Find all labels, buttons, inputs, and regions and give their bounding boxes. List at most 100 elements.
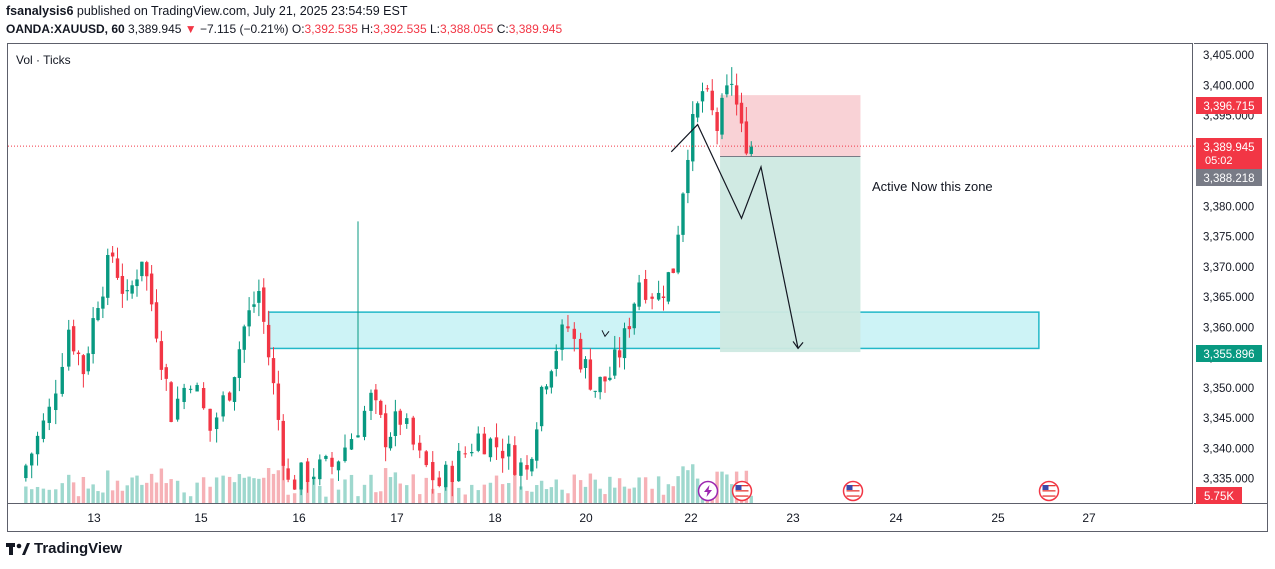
volume-bar [539, 480, 544, 503]
candle-body [330, 457, 334, 467]
candle-body [35, 435, 40, 455]
flag-stripe [735, 495, 749, 497]
volume-bar [500, 484, 505, 503]
volume-bar [554, 479, 558, 503]
volume-bar [242, 477, 246, 503]
projection-line[interactable] [670, 123, 799, 349]
projection-path[interactable] [601, 123, 804, 350]
volume-bar [622, 486, 627, 503]
volume-bar [695, 478, 700, 503]
volume-bar [730, 484, 734, 503]
candle-body [281, 420, 285, 466]
volume-bar [232, 482, 237, 503]
candle-body [686, 159, 690, 194]
volume-bar [182, 492, 186, 503]
candle-body [637, 282, 641, 307]
candle-body [221, 395, 225, 417]
candle-body [650, 296, 654, 299]
price-tick-label: 3,345.000 [1203, 413, 1254, 425]
candle-body [476, 433, 480, 451]
high-label: H: [361, 22, 374, 36]
short-position-tool[interactable] [720, 95, 861, 353]
candle-body [106, 254, 110, 298]
entry-price-text: 3,388.218 [1203, 173, 1254, 185]
volume-bars [24, 461, 753, 503]
candle-body [411, 417, 415, 445]
candle-body [666, 272, 671, 302]
candle-body [30, 453, 34, 466]
volume-legend[interactable]: Vol · Ticks [16, 53, 71, 67]
stop-price-tag [1196, 97, 1262, 114]
flag-stripe [735, 487, 749, 489]
volume-bar [424, 477, 428, 503]
symbol-name[interactable]: OANDA:XAUUSD, 60 [6, 22, 125, 36]
price-tick-label: 3,360.000 [1203, 322, 1254, 334]
volume-bar [362, 484, 367, 503]
candle-body [86, 353, 90, 372]
time-axis[interactable] [7, 504, 1268, 532]
candle-body [393, 411, 398, 437]
candle-body [549, 371, 554, 388]
candle-body [135, 279, 139, 287]
volume-bar [292, 493, 297, 503]
support-zone-rect[interactable] [267, 311, 1040, 350]
volume-bar [91, 484, 95, 503]
price-tick-label: 3,340.000 [1203, 443, 1254, 455]
price-tick-label: 3,380.000 [1203, 201, 1254, 213]
flag-stripe [846, 485, 860, 487]
event-markers[interactable] [697, 480, 1060, 502]
zone-annotation[interactable]: Active Now this zone [872, 179, 993, 194]
us-flag-icon[interactable] [842, 480, 864, 502]
volume-bar [24, 486, 28, 503]
candle-body [671, 268, 675, 273]
open-value: 3,392.535 [304, 22, 358, 36]
low-value: 3,388.055 [440, 22, 494, 36]
candle-body [578, 338, 583, 370]
volume-bar [30, 489, 34, 503]
time-tick-label: 22 [684, 511, 698, 525]
flag-stripe [1042, 490, 1056, 492]
us-flag-icon[interactable] [1038, 480, 1060, 502]
volume-bar [613, 487, 617, 503]
candle-body [356, 435, 360, 438]
volume-bar [101, 492, 105, 503]
lightning-icon[interactable] [697, 480, 719, 502]
volume-bar [81, 476, 86, 503]
chart-pane[interactable] [7, 43, 1193, 504]
candle-body [554, 351, 558, 369]
volume-bar [476, 490, 480, 503]
candle-body [566, 326, 570, 329]
volume-bar [437, 492, 441, 503]
candle-body [324, 455, 328, 459]
volume-tag-text: 5.75K [1204, 491, 1234, 503]
volume-bar [388, 477, 393, 503]
price-tags: 3,396.715 3,389.945 05:02 3,388.218 3,35… [1196, 97, 1262, 504]
volume-bar [130, 477, 134, 503]
author-name[interactable]: fsanalysis6 [6, 4, 74, 18]
candle-body [398, 410, 402, 425]
volume-bar [632, 487, 636, 503]
volume-tag [1196, 487, 1242, 504]
candle-body [140, 261, 144, 277]
volume-bar [110, 490, 115, 503]
candle-body [424, 451, 428, 466]
candle-body [232, 377, 237, 402]
volume-bar [494, 475, 499, 503]
volume-bar [125, 485, 129, 503]
flag-stripe [1042, 485, 1056, 487]
candle-body [598, 376, 602, 393]
volume-bar [120, 490, 125, 503]
volume-bar [271, 473, 276, 503]
flag-stripe [1042, 495, 1056, 497]
us-flag-icon[interactable] [731, 480, 753, 502]
volume-bar [583, 486, 588, 503]
volume-bar [201, 477, 206, 503]
price-tick-labels: 3,405.0003,400.0003,395.0003,390.0003,38… [1203, 50, 1254, 486]
price-tick-label: 3,370.000 [1203, 262, 1254, 274]
candle-body [405, 418, 409, 424]
candle-body [463, 453, 467, 455]
candle-body [617, 350, 622, 358]
take-profit-area[interactable] [720, 156, 861, 353]
candle-body [164, 367, 168, 379]
volume-bar [257, 478, 261, 503]
